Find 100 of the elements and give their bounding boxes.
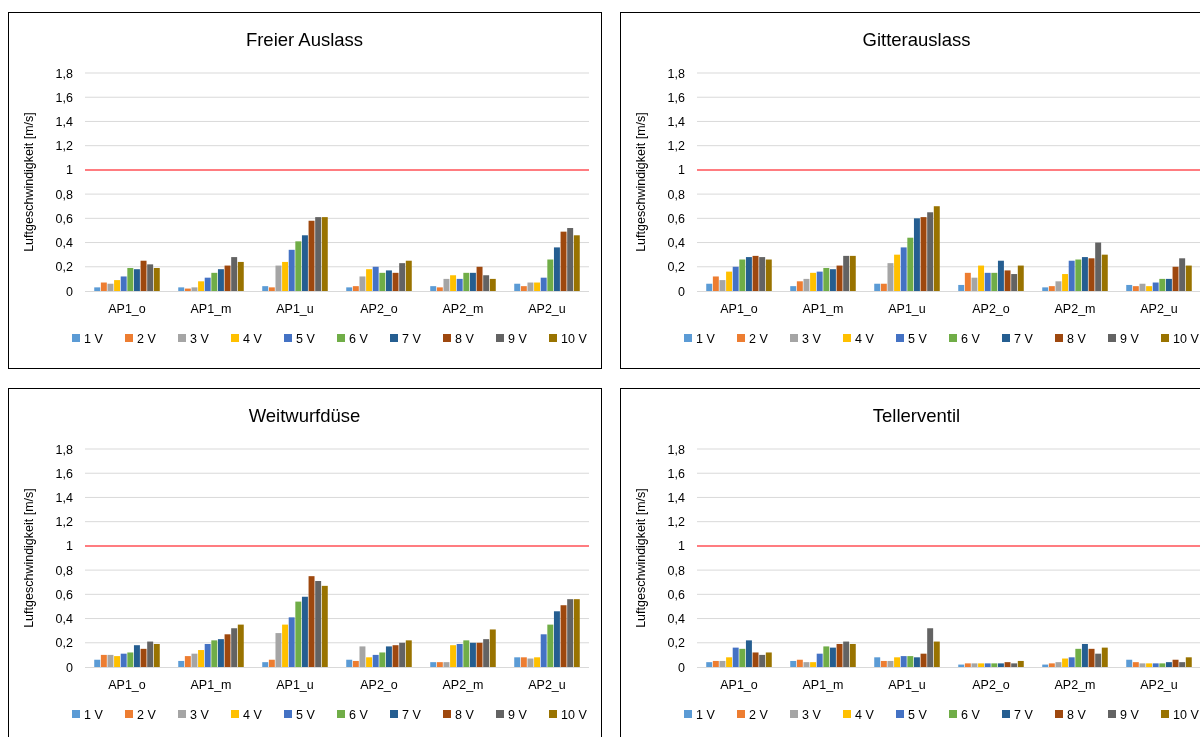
x-tick-label: AP2_u bbox=[1140, 302, 1178, 316]
y-tick-label: 0,6 bbox=[55, 211, 74, 226]
bar bbox=[1132, 662, 1139, 667]
bar bbox=[133, 269, 140, 291]
bar bbox=[450, 645, 457, 667]
bar bbox=[1017, 660, 1024, 667]
bar bbox=[874, 657, 881, 667]
bar bbox=[301, 596, 308, 667]
bar bbox=[732, 266, 739, 291]
y-tick-label: 1,8 bbox=[667, 442, 686, 457]
legend-label: 2 V bbox=[749, 332, 769, 346]
legend-label: 8 V bbox=[1067, 332, 1087, 346]
bar bbox=[204, 277, 211, 291]
bar bbox=[346, 659, 353, 667]
bar bbox=[1042, 287, 1049, 291]
legend-label: 10 V bbox=[1173, 332, 1200, 346]
y-axis-title: Luftgeschwindigkeit [m/s] bbox=[22, 488, 36, 628]
y-tick-label: 1 bbox=[66, 163, 74, 178]
bar bbox=[1172, 659, 1179, 667]
bar bbox=[198, 281, 205, 291]
legend-label: 9 V bbox=[508, 708, 528, 722]
legend-label: 7 V bbox=[402, 708, 422, 722]
bar bbox=[1088, 648, 1095, 667]
legend-label: 10 V bbox=[1173, 708, 1200, 722]
bar bbox=[726, 271, 733, 291]
x-tick-label: AP1_o bbox=[720, 678, 758, 692]
bar bbox=[1179, 662, 1186, 667]
bar bbox=[1048, 663, 1055, 667]
bar bbox=[237, 261, 244, 291]
bar bbox=[476, 266, 483, 291]
legend-label: 7 V bbox=[402, 332, 422, 346]
legend-label: 9 V bbox=[508, 332, 528, 346]
bar bbox=[114, 280, 121, 291]
bar bbox=[712, 660, 719, 667]
legend-label: 8 V bbox=[455, 708, 475, 722]
legend-label: 10 V bbox=[561, 332, 588, 346]
legend-label: 4 V bbox=[855, 708, 875, 722]
bar bbox=[94, 659, 101, 667]
x-tick-label: AP2_u bbox=[1140, 678, 1178, 692]
bar bbox=[726, 657, 733, 667]
bar bbox=[823, 646, 830, 667]
legend-label: 2 V bbox=[137, 332, 157, 346]
bar bbox=[534, 657, 541, 667]
y-tick-label: 1 bbox=[678, 539, 686, 554]
bar bbox=[430, 662, 437, 667]
bar bbox=[483, 275, 490, 291]
bar bbox=[894, 254, 901, 291]
legend-label: 1 V bbox=[696, 332, 716, 346]
bar bbox=[198, 650, 205, 667]
y-tick-label: 1,4 bbox=[667, 490, 686, 505]
bar bbox=[1088, 258, 1095, 291]
bar bbox=[469, 272, 476, 291]
bar bbox=[436, 662, 443, 667]
bar bbox=[1172, 266, 1179, 291]
bar bbox=[829, 269, 836, 291]
bar bbox=[231, 628, 238, 667]
legend-label: 8 V bbox=[1067, 708, 1087, 722]
bar bbox=[443, 278, 450, 291]
bar bbox=[224, 265, 231, 291]
legend-label: 10 V bbox=[561, 708, 588, 722]
y-tick-label: 1,8 bbox=[667, 66, 686, 81]
y-tick-label: 0,4 bbox=[667, 612, 686, 627]
x-tick-label: AP1_u bbox=[888, 302, 926, 316]
bar bbox=[217, 269, 224, 291]
bar bbox=[765, 259, 772, 291]
bar bbox=[978, 265, 985, 291]
x-tick-label: AP1_m bbox=[802, 302, 844, 316]
bar bbox=[567, 599, 574, 667]
bar bbox=[1095, 242, 1102, 291]
bar bbox=[456, 278, 463, 291]
y-tick-label: 1,4 bbox=[667, 114, 686, 129]
bar bbox=[803, 662, 810, 667]
bar bbox=[712, 276, 719, 291]
bar bbox=[1139, 283, 1146, 291]
bar bbox=[237, 624, 244, 667]
y-tick-label: 0,8 bbox=[55, 187, 74, 202]
y-tick-label: 0,4 bbox=[667, 236, 686, 251]
legend-label: 5 V bbox=[908, 708, 928, 722]
y-tick-label: 0 bbox=[66, 660, 74, 675]
bar bbox=[971, 277, 978, 291]
bar bbox=[153, 267, 160, 291]
bar bbox=[964, 663, 971, 667]
y-tick-label: 0,8 bbox=[667, 563, 686, 578]
bar bbox=[191, 653, 198, 667]
legend-label: 4 V bbox=[243, 332, 263, 346]
bar bbox=[1152, 663, 1159, 667]
bar bbox=[469, 642, 476, 667]
legend-label: 6 V bbox=[961, 708, 981, 722]
x-tick-label: AP1_m bbox=[802, 678, 844, 692]
legend-label: 9 V bbox=[1120, 332, 1140, 346]
bar bbox=[476, 642, 483, 667]
x-tick-label: AP2_o bbox=[972, 302, 1010, 316]
x-tick-label: AP1_o bbox=[720, 302, 758, 316]
bar bbox=[719, 280, 726, 291]
bar bbox=[1048, 286, 1055, 291]
bar bbox=[540, 634, 547, 667]
bar bbox=[1101, 647, 1108, 667]
legend-label: 2 V bbox=[749, 708, 769, 722]
bar bbox=[1068, 657, 1075, 667]
bar bbox=[366, 657, 373, 667]
